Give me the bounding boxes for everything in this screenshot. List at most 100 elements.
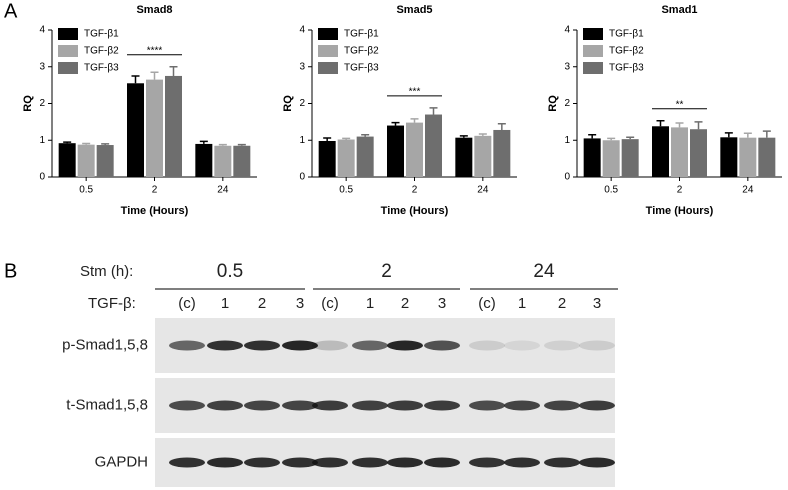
legend-swatch [58, 62, 78, 74]
bar [96, 145, 114, 177]
bar [165, 75, 182, 177]
y-tick-label: 4 [299, 25, 305, 36]
y-axis-label: RQ [282, 95, 294, 112]
x-tick-label: 2 [677, 185, 683, 196]
blot-band [579, 400, 615, 411]
blot-band [352, 457, 388, 468]
bar [233, 145, 251, 177]
blot-band [282, 340, 318, 351]
legend-swatch [583, 62, 603, 74]
blot-band [244, 457, 280, 468]
error-bar [101, 143, 110, 146]
bar [425, 114, 442, 177]
y-tick-label: 3 [564, 61, 570, 72]
blot-band [469, 400, 505, 411]
blot-band [387, 400, 423, 411]
chart-title: Smad1 [661, 4, 697, 16]
group-label: 0.5 [217, 261, 243, 282]
bar [690, 129, 707, 177]
blot-band [169, 340, 205, 351]
error-bar [131, 75, 140, 84]
blot-band [169, 400, 205, 411]
blot-band [312, 340, 348, 351]
error-bar [724, 132, 733, 138]
y-tick-label: 1 [39, 135, 45, 146]
lane-label: 2 [401, 295, 409, 312]
blot-band [169, 457, 205, 468]
blot-band [387, 457, 423, 468]
blot-band [387, 340, 423, 351]
blot-band [544, 457, 580, 468]
y-tick-label: 2 [564, 98, 570, 109]
x-tick-label: 0.5 [604, 185, 618, 196]
error-bar [497, 122, 506, 130]
error-bar [199, 140, 208, 144]
bar [720, 137, 738, 177]
blot-band [312, 400, 348, 411]
error-bar [607, 137, 616, 141]
y-tick-label: 4 [564, 25, 570, 36]
bar [583, 138, 601, 177]
y-tick-label: 2 [39, 98, 45, 109]
row-label: p-Smad1,5,8 [62, 336, 148, 353]
legend-swatch [583, 28, 603, 40]
bar [318, 140, 336, 177]
x-tick-label: 2 [152, 185, 158, 196]
legend-swatch [58, 28, 78, 40]
error-bar [218, 143, 227, 146]
y-tick-label: 3 [299, 61, 305, 72]
tgf-label: TGF-β: [88, 295, 136, 312]
blot-band [544, 340, 580, 351]
x-tick-label: 24 [742, 185, 754, 196]
blot-band [207, 457, 243, 468]
bar [455, 137, 473, 177]
lane-label: 3 [296, 295, 304, 312]
legend-label: TGF-β3 [609, 63, 644, 74]
lane-label: 1 [366, 295, 374, 312]
group-label: 24 [533, 261, 555, 282]
error-bar [323, 137, 332, 141]
legend-swatch [318, 62, 338, 74]
lane-label: 2 [258, 295, 266, 312]
error-bar [391, 121, 400, 126]
lane-label: 3 [438, 295, 446, 312]
blot-band [244, 340, 280, 351]
error-bar [410, 118, 419, 123]
y-tick-label: 1 [299, 135, 305, 146]
legend-label: TGF-β2 [609, 46, 644, 57]
lane-label: 3 [593, 295, 601, 312]
y-axis-label: RQ [22, 95, 34, 112]
blot-band [504, 457, 540, 468]
row-label: GAPDH [95, 453, 148, 470]
bar [146, 79, 163, 177]
legend-label: TGF-β2 [344, 46, 379, 57]
error-bar [478, 133, 487, 136]
significance-label: ** [676, 99, 684, 110]
legend-swatch [58, 45, 78, 57]
bar [758, 137, 776, 177]
blot-band [579, 340, 615, 351]
y-axis-label: RQ [547, 95, 559, 112]
blot-band [312, 457, 348, 468]
stim-label: Stm (h): [80, 263, 133, 280]
blot-band [424, 340, 460, 351]
bar [356, 136, 374, 177]
blot-band [424, 457, 460, 468]
bar [652, 126, 669, 177]
blot-band [207, 400, 243, 411]
blot-band [207, 340, 243, 351]
blot-band [469, 340, 505, 351]
error-bar [342, 137, 351, 140]
error-bar [82, 142, 91, 145]
legend-label: TGF-β1 [84, 29, 119, 40]
blot-band [282, 457, 318, 468]
error-bar [237, 143, 246, 146]
bar [493, 129, 511, 177]
error-bar [694, 121, 703, 130]
bar [602, 140, 620, 177]
bar [214, 145, 232, 177]
error-bar [762, 130, 771, 138]
y-tick-label: 3 [39, 61, 45, 72]
row-label: t-Smad1,5,8 [66, 396, 148, 413]
y-tick-label: 1 [564, 135, 570, 146]
